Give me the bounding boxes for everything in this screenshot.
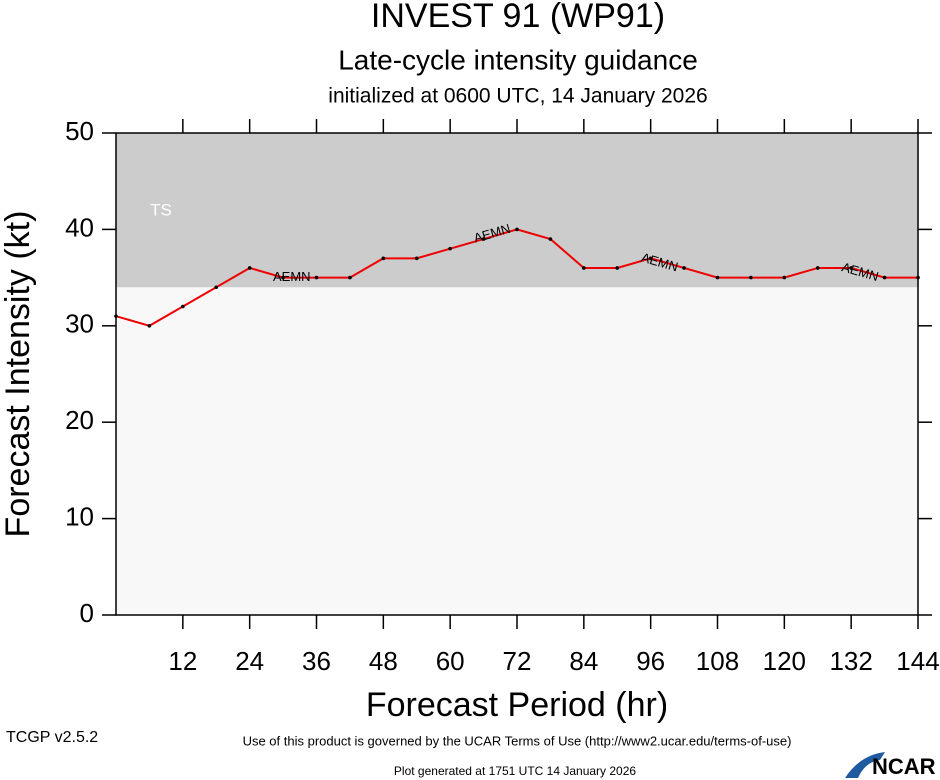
y-tick-label: 20 <box>65 405 94 435</box>
data-point <box>247 266 252 270</box>
x-tick-label: 120 <box>763 646 806 676</box>
x-tick-label: 24 <box>235 646 264 676</box>
data-point <box>749 275 753 280</box>
y-tick-label: 30 <box>65 309 94 339</box>
x-tick-label: 144 <box>896 646 939 676</box>
data-point <box>882 275 887 280</box>
series-label: AEMN <box>273 269 311 284</box>
data-point <box>648 256 653 261</box>
data-point <box>114 314 118 318</box>
init-time: initialized at 0600 UTC, 14 January 2026 <box>328 85 707 108</box>
data-point <box>314 275 319 280</box>
x-tick-label: 84 <box>569 646 598 676</box>
version: TCGP v2.5.2 <box>6 729 98 746</box>
data-point <box>615 266 620 270</box>
x-tick-label: 60 <box>436 646 465 676</box>
data-point <box>548 237 553 241</box>
data-point <box>147 324 152 328</box>
x-tick-label: 108 <box>696 646 739 676</box>
y-tick-label: 50 <box>65 116 94 146</box>
x-tick-label: 12 <box>168 646 197 676</box>
y-tick-label: 0 <box>80 598 94 628</box>
y-axis-title: Forecast Intensity (kt) <box>0 211 37 538</box>
generated: Plot generated at 1751 UTC 14 January 20… <box>394 764 636 778</box>
plot-area: TS 0 10 20 30 40 50 12 24 36 48 60 72 84 96 108 120 132 14… <box>65 116 940 676</box>
data-point <box>214 285 219 290</box>
data-point <box>181 304 185 309</box>
x-tick-label: 96 <box>636 646 665 676</box>
x-tick-label: 36 <box>302 646 331 676</box>
x-tick-label: 48 <box>369 646 398 676</box>
data-point <box>682 266 686 270</box>
logo: NCAR <box>872 754 936 779</box>
data-point <box>381 256 386 261</box>
x-tick-label: 132 <box>829 646 872 676</box>
data-point <box>348 275 352 280</box>
data-point <box>782 275 787 280</box>
terms: Use of this product is governed by the U… <box>243 733 792 748</box>
y-tick-label: 10 <box>65 501 94 531</box>
y-tick-label: 40 <box>65 212 94 242</box>
x-axis-title: Forecast Period (hr) <box>366 686 668 724</box>
data-point <box>582 266 586 270</box>
data-point <box>448 246 452 251</box>
data-point <box>414 256 419 261</box>
logo-mark <box>845 752 885 778</box>
chart-subtitle: Late-cycle intensity guidance <box>338 44 698 75</box>
chart-title: INVEST 91 (WP91) <box>371 0 665 35</box>
data-point <box>515 227 519 232</box>
data-point <box>715 275 720 280</box>
data-point <box>481 237 486 241</box>
intensity-band <box>116 133 918 288</box>
data-point <box>916 275 920 280</box>
data-point <box>815 266 820 270</box>
data-point <box>281 275 285 280</box>
band-label: TS <box>150 200 172 219</box>
x-tick-label: 72 <box>503 646 532 676</box>
data-point <box>849 266 853 270</box>
